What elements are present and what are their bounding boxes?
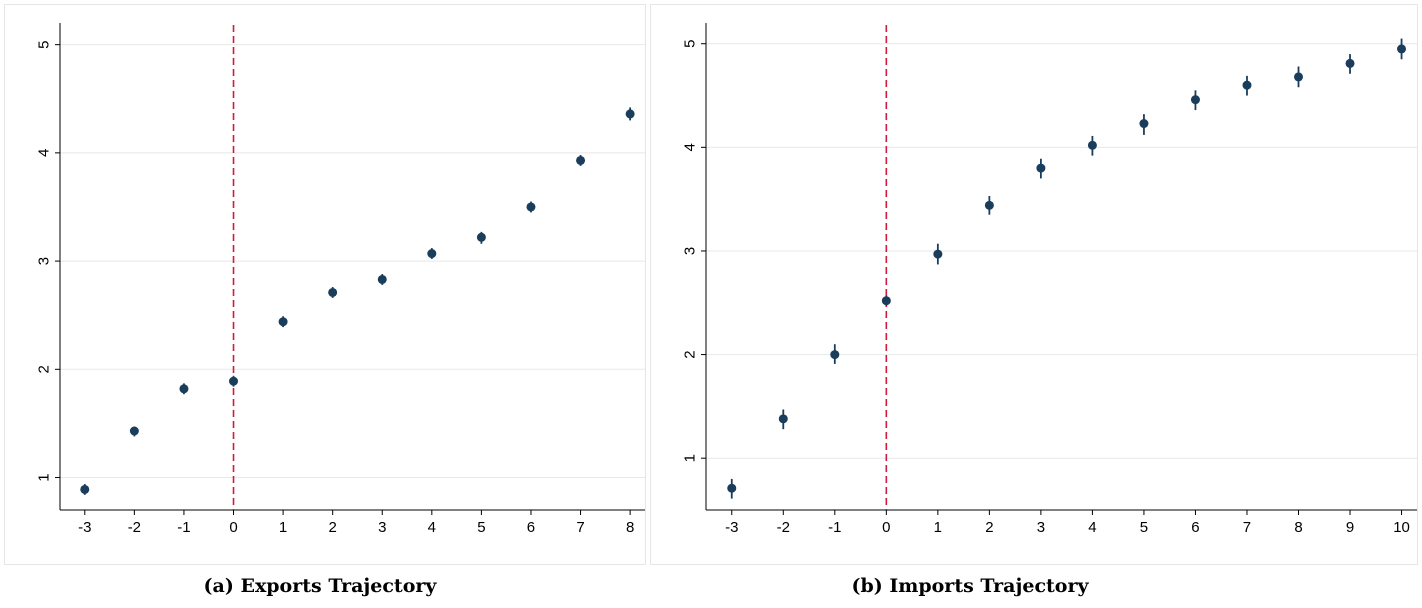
imports-x-tick-label: 1 [934, 519, 942, 536]
imports-x-tick-label: 9 [1346, 519, 1354, 536]
exports-data-point [625, 109, 635, 119]
exports-y-tick-label: 5 [36, 40, 53, 48]
imports-chart-panel: 1 2 3 4 5 -3 -2 -1 0 1 2 3 4 5 6 7 8 9 10 [650, 4, 1418, 565]
exports-x-tick-label: 4 [428, 519, 436, 536]
exports-data-point [576, 155, 586, 165]
imports-data-point [1242, 80, 1252, 90]
exports-x-tick-label: -3 [78, 519, 91, 536]
imports-data-point [1139, 119, 1149, 129]
imports-data-point [1036, 163, 1046, 173]
imports-x-tick-label: 8 [1294, 519, 1302, 536]
exports-chart: 1 2 3 4 5 -3 -2 -1 0 1 2 3 4 5 6 7 8 [36, 23, 645, 536]
imports-y-tick-label: 2 [682, 350, 699, 358]
imports-data-point [778, 414, 788, 424]
imports-x-tick-label: 0 [882, 519, 890, 536]
imports-data-point [1190, 95, 1200, 105]
exports-x-tick-label: 6 [527, 519, 535, 536]
exports-y-tick-label: 1 [36, 473, 53, 481]
exports-x-tick-label: 1 [279, 519, 287, 536]
imports-data-point [933, 249, 943, 259]
exports-chart-panel: 1 2 3 4 5 -3 -2 -1 0 1 2 3 4 5 6 7 8 [4, 4, 646, 565]
imports-data-point [1087, 140, 1097, 150]
imports-data-point [727, 483, 737, 493]
imports-x-tick-label: 10 [1393, 519, 1410, 536]
imports-data-point [1397, 44, 1407, 54]
imports-data-point [984, 200, 994, 210]
imports-x-tick-label: 3 [1037, 519, 1045, 536]
exports-x-tick-label: 3 [378, 519, 386, 536]
exports-data-point [80, 484, 90, 494]
exports-y-tick-label: 2 [36, 365, 53, 373]
exports-x-tick-label: 2 [328, 519, 336, 536]
exports-data-point [229, 376, 239, 386]
exports-data-point [129, 426, 139, 436]
exports-data-point [328, 287, 338, 297]
imports-x-tick-label: -2 [777, 519, 790, 536]
exports-data-point [427, 249, 437, 259]
exports-data-point [179, 384, 189, 394]
exports-x-tick-label: 8 [626, 519, 634, 536]
exports-data-point [377, 274, 387, 284]
imports-data-point [1294, 72, 1303, 82]
exports-x-tick-label: -1 [177, 519, 190, 536]
imports-x-tick-label: 6 [1191, 519, 1199, 536]
exports-data-point [278, 317, 288, 327]
imports-y-tick-label: 4 [682, 143, 699, 151]
imports-chart-caption: (b) Imports Trajectory [851, 575, 1089, 597]
imports-x-tick-label: 2 [985, 519, 993, 536]
imports-y-tick-label: 3 [682, 247, 699, 255]
imports-data-point [1345, 58, 1355, 68]
imports-x-tick-label: 7 [1243, 519, 1251, 536]
exports-chart-caption: (a) Exports Trajectory [203, 575, 437, 597]
exports-x-tick-label: 7 [576, 519, 584, 536]
imports-data-point [881, 296, 891, 306]
imports-x-tick-label: -1 [828, 519, 841, 536]
exports-x-tick-label: -2 [128, 519, 141, 536]
exports-data-point [526, 202, 536, 212]
imports-chart: 1 2 3 4 5 -3 -2 -1 0 1 2 3 4 5 6 7 8 9 10 [682, 23, 1417, 536]
imports-x-tick-label: 5 [1140, 519, 1148, 536]
imports-x-tick-label: 4 [1088, 519, 1096, 536]
exports-data-point [476, 232, 486, 242]
imports-x-tick-label: -3 [725, 519, 738, 536]
imports-y-tick-label: 5 [682, 40, 699, 48]
exports-x-tick-label: 0 [229, 519, 237, 536]
exports-x-tick-label: 5 [477, 519, 485, 536]
exports-y-tick-label: 4 [36, 149, 53, 157]
exports-y-tick-label: 3 [36, 257, 53, 265]
imports-data-point [830, 350, 840, 360]
imports-y-tick-label: 1 [682, 454, 699, 462]
